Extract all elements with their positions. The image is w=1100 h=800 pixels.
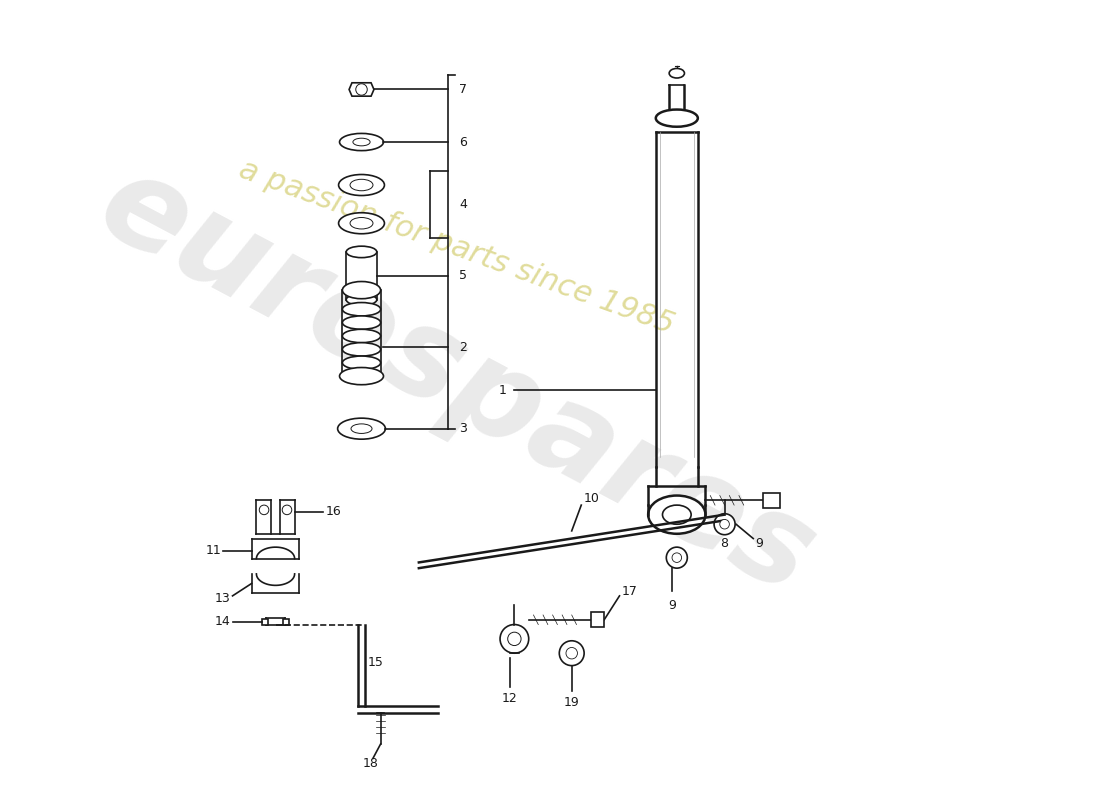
Ellipse shape xyxy=(500,625,529,653)
Ellipse shape xyxy=(719,519,729,529)
Ellipse shape xyxy=(662,505,691,524)
Ellipse shape xyxy=(559,641,584,666)
Text: 4: 4 xyxy=(459,198,466,210)
Bar xyxy=(283,619,289,625)
Text: eurospares: eurospares xyxy=(80,142,834,620)
Polygon shape xyxy=(349,82,374,96)
Bar xyxy=(262,619,268,625)
Ellipse shape xyxy=(350,218,373,229)
Text: 2: 2 xyxy=(459,341,466,354)
Ellipse shape xyxy=(351,424,372,434)
Ellipse shape xyxy=(342,330,381,342)
Ellipse shape xyxy=(342,316,381,330)
Ellipse shape xyxy=(648,495,705,534)
Circle shape xyxy=(283,505,292,514)
Ellipse shape xyxy=(340,367,384,385)
Ellipse shape xyxy=(714,514,735,534)
Text: a passion for parts since 1985: a passion for parts since 1985 xyxy=(235,154,679,339)
Text: 17: 17 xyxy=(621,585,637,598)
Ellipse shape xyxy=(342,302,381,316)
Ellipse shape xyxy=(339,174,384,195)
Text: 9: 9 xyxy=(756,537,763,550)
Ellipse shape xyxy=(342,356,381,370)
Ellipse shape xyxy=(669,69,684,78)
Text: 8: 8 xyxy=(720,537,728,550)
Text: 12: 12 xyxy=(502,692,517,705)
Ellipse shape xyxy=(508,632,521,646)
Bar xyxy=(762,493,780,508)
Ellipse shape xyxy=(566,647,578,659)
Text: 9: 9 xyxy=(668,599,676,612)
Ellipse shape xyxy=(346,294,377,306)
Text: 7: 7 xyxy=(459,83,468,96)
Text: 10: 10 xyxy=(583,492,600,505)
Text: 13: 13 xyxy=(214,592,231,606)
Ellipse shape xyxy=(346,246,377,258)
Ellipse shape xyxy=(338,418,385,439)
Circle shape xyxy=(355,84,367,95)
Text: 1: 1 xyxy=(499,384,507,397)
Text: 15: 15 xyxy=(367,656,383,670)
Text: 18: 18 xyxy=(363,757,379,770)
Ellipse shape xyxy=(339,213,384,234)
Bar xyxy=(591,612,604,627)
Text: 11: 11 xyxy=(206,545,221,558)
Text: 3: 3 xyxy=(459,422,466,435)
Ellipse shape xyxy=(342,282,381,298)
Text: 16: 16 xyxy=(326,506,341,518)
Text: 5: 5 xyxy=(459,270,468,282)
Text: 14: 14 xyxy=(214,615,231,628)
Text: 19: 19 xyxy=(564,696,580,710)
Ellipse shape xyxy=(353,138,370,146)
Ellipse shape xyxy=(342,342,381,356)
Ellipse shape xyxy=(350,179,373,190)
Ellipse shape xyxy=(340,134,384,150)
Ellipse shape xyxy=(667,547,688,568)
Text: 6: 6 xyxy=(459,135,466,149)
Ellipse shape xyxy=(672,553,682,562)
Ellipse shape xyxy=(656,110,697,126)
Circle shape xyxy=(260,505,268,514)
